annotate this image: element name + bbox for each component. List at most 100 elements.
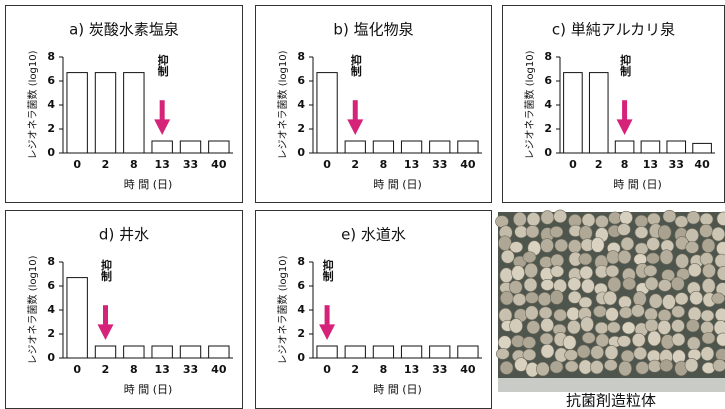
granule [525, 225, 540, 239]
granule [603, 290, 617, 306]
granule [700, 309, 715, 322]
y-tick-label: 4 [544, 98, 552, 111]
granule [701, 331, 716, 345]
granule [619, 306, 633, 319]
granule [525, 291, 539, 304]
granule [581, 332, 596, 344]
granule [540, 279, 555, 291]
bar [94, 345, 117, 359]
bar [316, 345, 338, 359]
granule [631, 332, 646, 348]
granule [701, 278, 716, 294]
granule [631, 304, 645, 318]
x-tick-label: 0 [323, 363, 331, 376]
bar [344, 140, 366, 154]
y-tick-label: 8 [297, 50, 305, 63]
granule [500, 290, 514, 306]
bar [400, 345, 423, 359]
granule [684, 357, 699, 373]
granule [522, 251, 537, 263]
granule [595, 214, 609, 228]
granule [702, 263, 716, 278]
bar [692, 142, 712, 154]
y-tick-label: 0 [544, 146, 552, 159]
bar [372, 140, 395, 154]
granule [657, 309, 672, 322]
granule [675, 253, 689, 269]
bar [179, 140, 202, 154]
y-tick-label: 8 [544, 50, 552, 63]
granule [526, 320, 541, 335]
granule [568, 239, 582, 254]
y-axis-label: レジオネラ菌数 (log10) [26, 50, 39, 159]
bar [457, 345, 479, 359]
granule [646, 237, 660, 251]
y-tick-label: 2 [47, 122, 55, 135]
bar [123, 72, 145, 154]
x-tick-label: 8 [621, 158, 629, 171]
bar [179, 345, 202, 359]
granule [579, 265, 594, 280]
granule [590, 345, 605, 360]
granule [622, 277, 637, 291]
granule [714, 307, 725, 322]
granule [498, 235, 512, 251]
x-tick-label: 33 [183, 158, 198, 171]
y-tick-label: 6 [544, 74, 552, 87]
y-tick-label: 0 [297, 351, 305, 364]
x-tick-label: 13 [155, 158, 170, 171]
granule [714, 253, 725, 268]
x-tick-label: 33 [432, 363, 447, 376]
granule [686, 211, 701, 225]
granule [567, 277, 582, 291]
granule [523, 277, 538, 292]
granule [620, 236, 635, 251]
granule [581, 278, 595, 294]
granule [576, 344, 591, 359]
granule [606, 250, 620, 265]
y-tick-label: 2 [297, 327, 305, 340]
x-tick-label: 40 [211, 363, 227, 376]
granule [522, 348, 537, 361]
granule [657, 224, 672, 241]
granule [620, 349, 635, 363]
y-axis-label: レジオネラ菌数 (log10) [26, 255, 39, 364]
bar [66, 277, 88, 359]
granule [662, 209, 677, 223]
granule [554, 238, 569, 252]
x-tick-label: 8 [380, 158, 388, 171]
granule [643, 264, 658, 277]
granule [671, 305, 686, 318]
x-tick-label: 0 [73, 363, 81, 376]
x-tick-label: 8 [130, 158, 138, 171]
x-tick-label: 8 [380, 363, 388, 376]
bar [457, 140, 479, 154]
x-axis-label: 時 間 (日) [373, 178, 422, 191]
granule [701, 238, 716, 253]
x-tick-label: 13 [643, 158, 658, 171]
y-tick-label: 0 [297, 146, 305, 159]
granule [550, 265, 565, 278]
granule [499, 267, 514, 284]
bar [151, 345, 173, 359]
granule [618, 360, 632, 377]
x-tick-label: 33 [183, 363, 198, 376]
granule [604, 345, 619, 360]
granule [686, 336, 701, 351]
granule [514, 225, 528, 239]
y-tick-label: 0 [47, 351, 55, 364]
granule [539, 332, 554, 345]
granule [604, 359, 618, 372]
granule [686, 319, 700, 333]
y-axis-label: レジオネラ菌数 (log10) [276, 255, 289, 364]
chart-title: a) 炭酸水素塩泉 [69, 21, 179, 39]
bar [94, 72, 117, 154]
annotation-arrowhead [97, 324, 114, 340]
annotation-arrowhead [616, 119, 633, 135]
y-tick-label: 4 [47, 98, 55, 111]
granule [550, 253, 565, 268]
bar [400, 140, 423, 154]
granule [712, 359, 725, 372]
granule [512, 293, 527, 307]
bar [316, 72, 338, 154]
